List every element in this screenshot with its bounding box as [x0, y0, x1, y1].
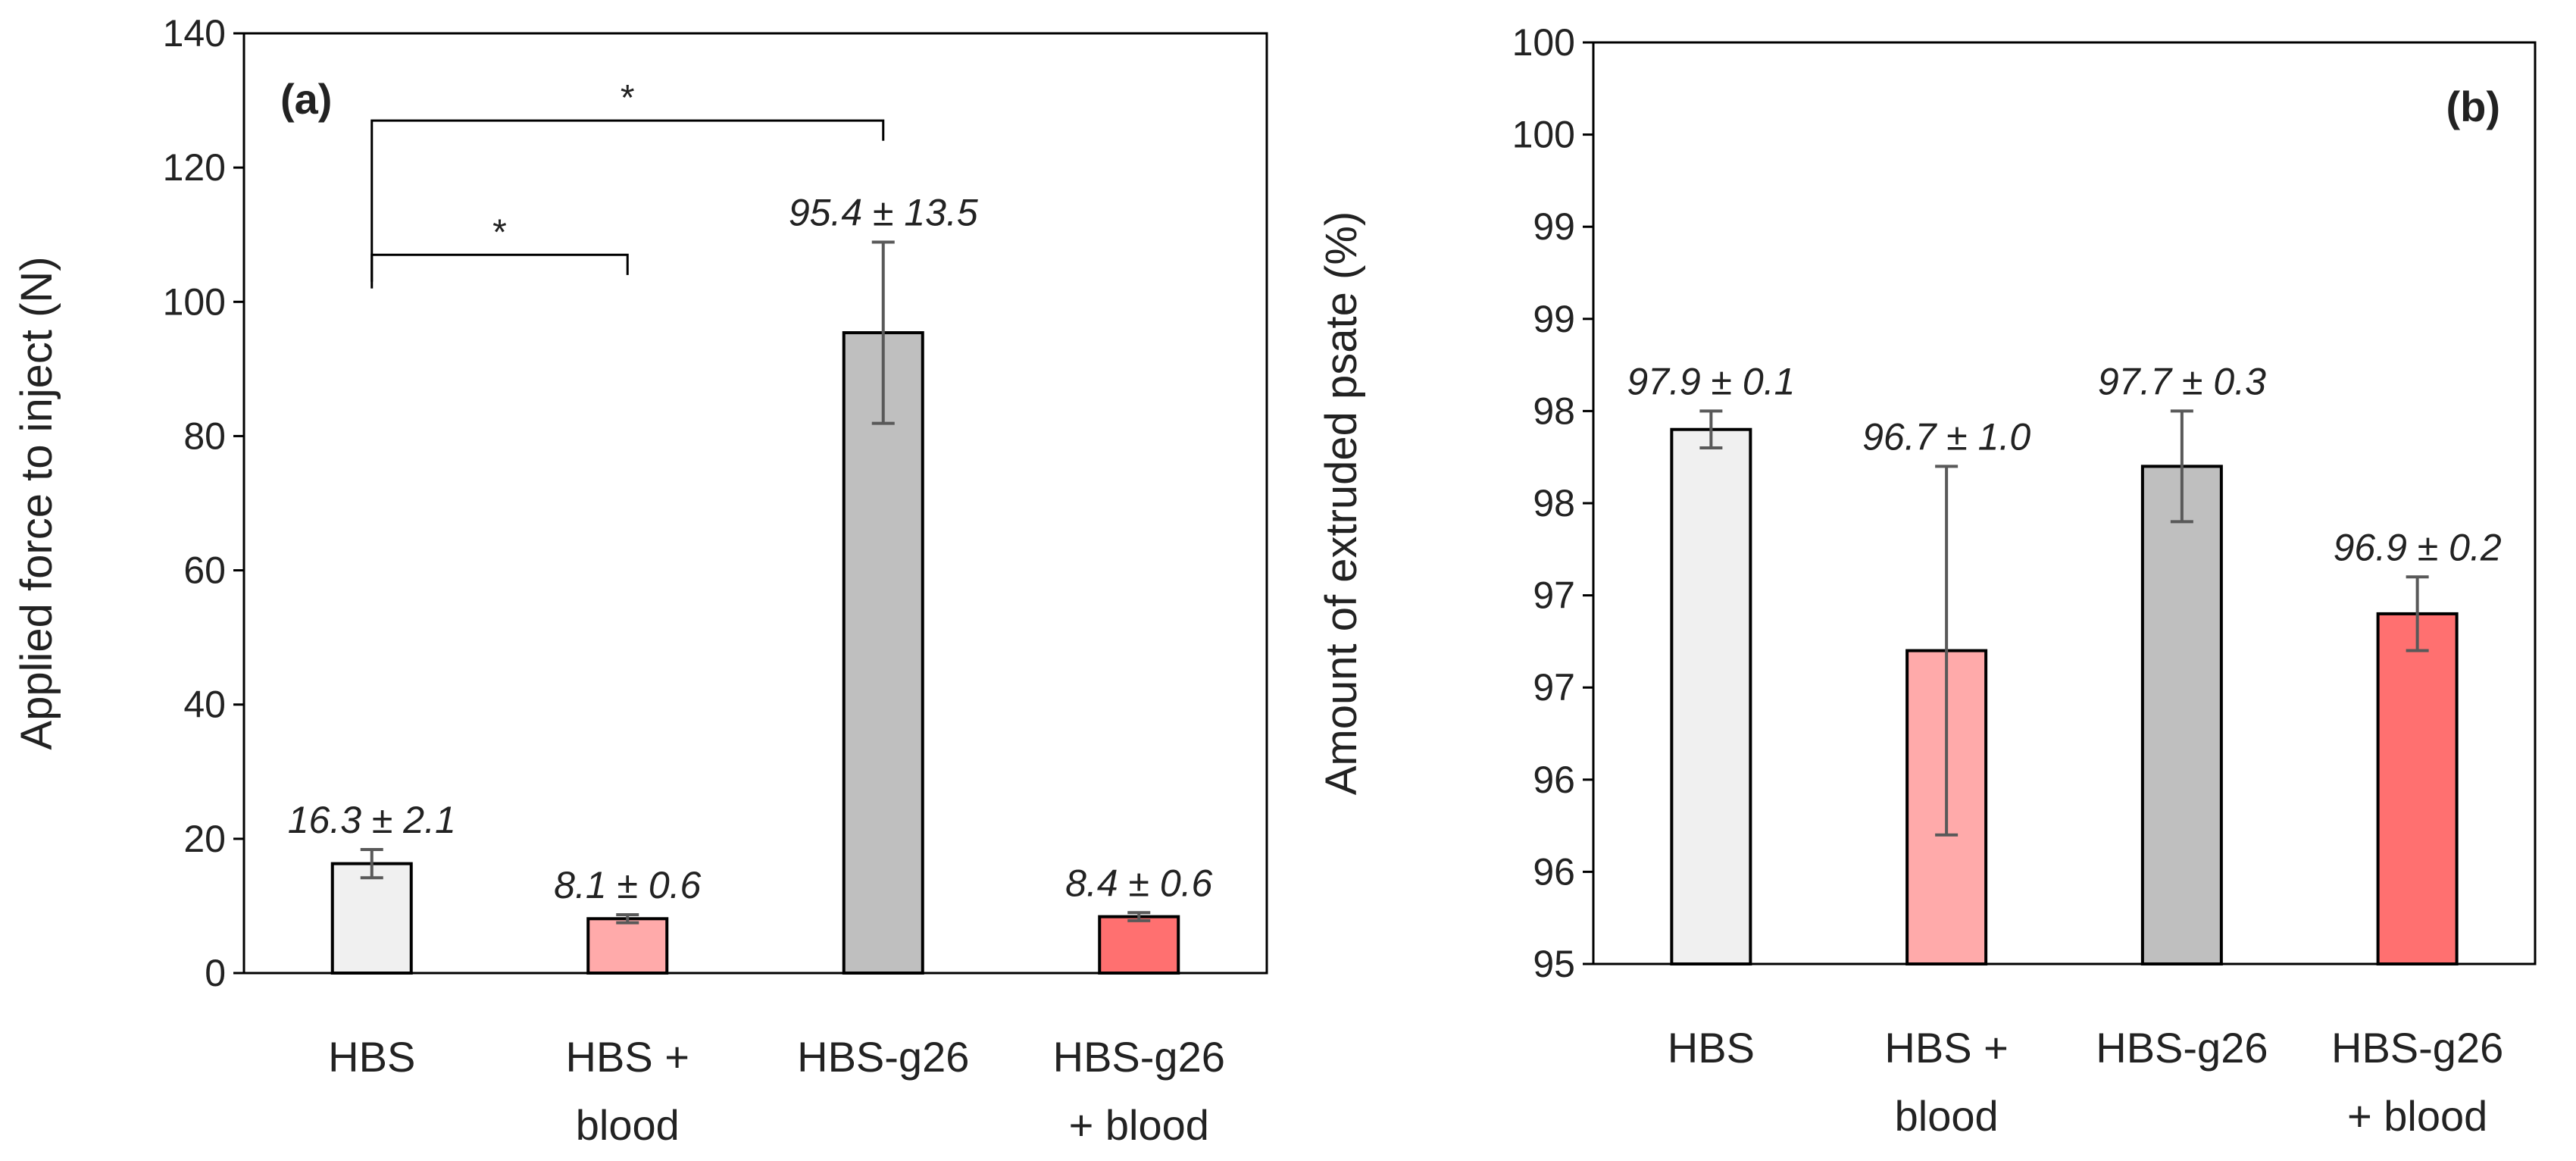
significance-bracket-line [370, 253, 629, 282]
data-label: 96.7 ± 1.0 [1862, 415, 2030, 458]
panel-label: (b) [2446, 83, 2500, 130]
error-bar [1935, 465, 1959, 837]
category-label: HBS [1668, 1024, 1755, 1072]
bar [2140, 465, 2223, 965]
category-label: HBS-g26 + blood [1053, 1033, 1225, 1149]
error-bar [616, 912, 639, 925]
category-label-line: blood [576, 1101, 680, 1149]
bar [842, 331, 924, 975]
bar [330, 862, 413, 975]
category-label-line: blood [1895, 1092, 1999, 1140]
chart-panel-b: 95 96 96 97 97 98 98 99 99 100 100 Amount of extrud… [1317, 21, 2537, 1140]
data-label: 8.1 ± 0.6 [554, 864, 701, 906]
category-label-line: HBS + [1884, 1024, 2008, 1072]
significance-bracket: * [370, 212, 629, 282]
y-tick-label: 99 [1533, 205, 1575, 248]
y-tick-label: 120 [163, 146, 226, 189]
y-tick-label: 40 [183, 684, 226, 726]
data-label: 95.4 ± 13.5 [789, 191, 978, 233]
data-label: 8.4 ± 0.6 [1065, 862, 1212, 904]
category-label-line: HBS-g26 [2331, 1024, 2503, 1072]
significance-star: * [492, 212, 507, 252]
y-tick-label: 98 [1533, 390, 1575, 432]
plot-frame [242, 32, 1268, 975]
category-label-line: + blood [1069, 1101, 1209, 1149]
category-label: HBS [328, 1033, 415, 1081]
y-tick-label: 97 [1533, 574, 1575, 617]
data-label: 16.3 ± 2.1 [288, 799, 456, 841]
category-label: HBS-g26 + blood [2331, 1024, 2503, 1140]
significance-star: * [621, 78, 635, 118]
error-bar [1127, 911, 1151, 922]
chart-panel-a: 0 20 40 60 80 100 120 140 Applied force to injec… [12, 12, 1268, 1149]
data-label: 97.9 ± 0.1 [1627, 360, 1795, 402]
error-bar [2170, 409, 2193, 524]
category-label-line: HBS-g26 [2096, 1024, 2268, 1072]
y-tick-label: 60 [183, 549, 226, 592]
category-label-line: HBS [328, 1033, 415, 1081]
bar [2376, 612, 2459, 965]
y-axis-title: Applied force to inject (N) [12, 256, 61, 749]
error-bar [871, 240, 895, 425]
y-tick-label: 20 [183, 818, 226, 860]
y-tick-label: 97 [1533, 666, 1575, 709]
y-tick-label: 99 [1533, 298, 1575, 340]
bar [1670, 427, 1752, 965]
y-tick-label: 95 [1533, 943, 1575, 985]
data-label: 97.7 ± 0.3 [2098, 360, 2266, 402]
category-label: HBS-g26 [797, 1033, 969, 1081]
error-bar [360, 848, 383, 880]
category-label-line: HBS + [566, 1033, 689, 1081]
significance-bracket: * [370, 78, 885, 289]
category-label-line: + blood [2347, 1092, 2487, 1140]
y-tick-label: 80 [183, 415, 226, 457]
y-tick-label: 100 [163, 280, 226, 323]
category-label: HBS + blood [566, 1033, 689, 1149]
error-bar [1699, 409, 1723, 450]
bar [1098, 915, 1180, 975]
y-tick-label: 100 [1512, 114, 1575, 156]
y-tick-label: 96 [1533, 850, 1575, 893]
category-label-line: HBS [1668, 1024, 1755, 1072]
y-tick-label: 100 [1512, 21, 1575, 64]
category-label-line: HBS-g26 [797, 1033, 969, 1081]
y-tick-label: 0 [205, 952, 226, 994]
y-tick-label: 140 [163, 12, 226, 55]
error-bar [2406, 575, 2429, 652]
panel-label: (a) [280, 75, 332, 123]
category-label-line: HBS-g26 [1053, 1033, 1225, 1081]
category-label: HBS + blood [1884, 1024, 2008, 1140]
y-tick-label: 96 [1533, 759, 1575, 801]
category-label: HBS-g26 [2096, 1024, 2268, 1072]
bar [586, 917, 669, 975]
significance-bracket-line [370, 119, 885, 289]
y-axis-title: Amount of extruded psate (%) [1317, 211, 1366, 796]
y-tick-label: 98 [1533, 482, 1575, 524]
data-label: 96.9 ± 0.2 [2334, 526, 2502, 568]
